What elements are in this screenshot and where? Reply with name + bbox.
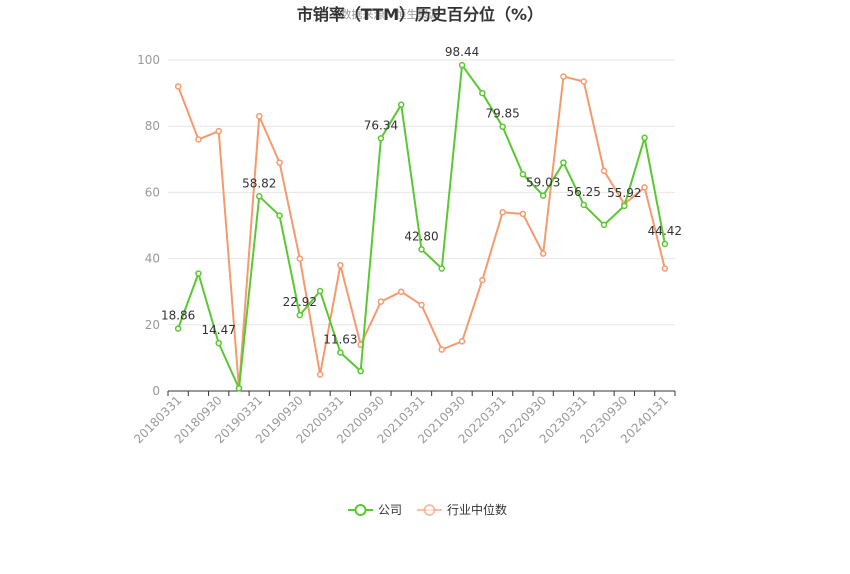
- data-point: [377, 135, 385, 142]
- data-label: 76.34: [364, 118, 398, 132]
- data-point: [316, 371, 324, 378]
- legend-marker: [423, 504, 436, 516]
- data-point: [499, 123, 506, 130]
- data-point: [276, 159, 283, 166]
- y-tick-label: 0: [152, 384, 160, 398]
- y-tick-label: 80: [145, 119, 160, 133]
- data-point: [580, 78, 587, 85]
- data-point: [337, 349, 344, 356]
- data-point: [397, 101, 405, 108]
- data-point: [316, 287, 324, 295]
- data-point: [580, 201, 587, 209]
- data-point: [256, 113, 263, 120]
- grid: [168, 59, 675, 326]
- data-point: [357, 367, 364, 375]
- data-point: [296, 255, 304, 262]
- legend-marker: [354, 504, 367, 516]
- x-axis: 2018033120180930201903312019093020200331…: [131, 390, 676, 446]
- data-point: [539, 192, 547, 199]
- legend[interactable]: 公司 行业中位数: [348, 502, 507, 517]
- data-point: [174, 325, 182, 332]
- data-label: 14.47: [202, 323, 236, 337]
- y-tick-label: 100: [137, 53, 160, 67]
- legend-item-0[interactable]: 公司: [348, 503, 402, 517]
- data-point: [641, 184, 648, 191]
- data-point: [621, 202, 628, 210]
- data-point: [418, 301, 425, 309]
- data-label: 79.85: [485, 107, 519, 121]
- data-point: [397, 288, 405, 295]
- data-point: [458, 338, 466, 345]
- y-axis: 0 20 40 60 80 100: [137, 53, 160, 398]
- data-point: [256, 193, 263, 200]
- data-label: 56.25: [567, 185, 601, 199]
- data-point: [479, 276, 486, 284]
- data-point: [519, 170, 527, 178]
- legend-item-1[interactable]: 行业中位数: [417, 502, 507, 517]
- data-label: 98.44: [445, 45, 479, 59]
- y-tick-label: 60: [145, 185, 160, 199]
- data-label: 55.92: [607, 186, 641, 200]
- data-point: [174, 83, 182, 90]
- data-point: [600, 167, 608, 175]
- data-labels: 18.86 14.47 58.82 22.92 11.63 76.34 42.80 98.44…: [161, 45, 682, 346]
- data-point: [276, 212, 283, 219]
- data-point: [539, 250, 547, 257]
- data-point: [418, 246, 425, 253]
- watermark: 数据来源：恒生聚源: [341, 7, 440, 21]
- data-point: [215, 339, 222, 347]
- data-label: 58.82: [242, 176, 276, 190]
- series-group: [174, 61, 669, 392]
- data-label: 22.92: [283, 295, 317, 309]
- y-tick-label: 40: [145, 252, 160, 266]
- data-point: [479, 89, 486, 97]
- data-point: [296, 311, 304, 319]
- data-point: [438, 265, 446, 272]
- legend-label: 公司: [378, 503, 402, 517]
- data-label: 59.03: [526, 176, 560, 190]
- data-point: [600, 221, 608, 229]
- data-label: 11.63: [323, 333, 357, 347]
- data-label: 18.86: [161, 309, 195, 323]
- data-label: 44.42: [648, 224, 682, 238]
- data-point: [377, 298, 385, 305]
- data-point: [438, 346, 446, 353]
- data-point: [560, 159, 567, 166]
- data-point: [195, 270, 202, 277]
- data-point: [661, 240, 669, 248]
- data-point: [661, 265, 669, 272]
- data-point: [458, 61, 466, 69]
- data-point: [195, 136, 202, 143]
- data-point: [235, 385, 243, 392]
- data-point: [641, 134, 648, 142]
- data-point: [499, 209, 506, 216]
- data-point: [560, 73, 567, 80]
- data-point: [337, 261, 344, 269]
- data-point: [519, 210, 527, 218]
- data-label: 42.80: [404, 229, 438, 243]
- chart-title: 市销率（TTM）历史百分位（%）: [297, 5, 543, 24]
- legend-label: 行业中位数: [447, 502, 507, 517]
- data-point: [215, 127, 222, 135]
- y-tick-label: 20: [145, 318, 160, 332]
